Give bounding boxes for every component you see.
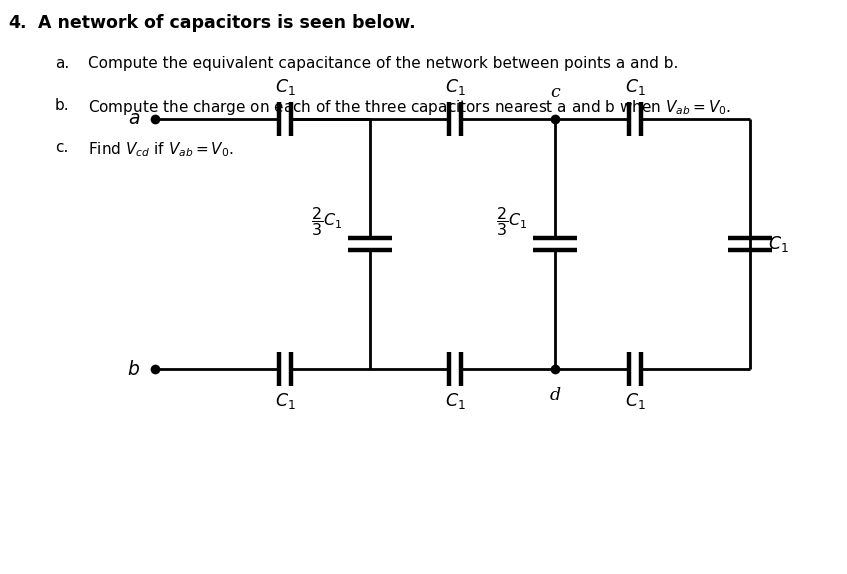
Text: c: c xyxy=(550,84,560,101)
Text: d: d xyxy=(550,387,561,404)
Text: a.: a. xyxy=(55,56,69,71)
Text: Find $V_{cd}$ if $V_{ab} = V_0$.: Find $V_{cd}$ if $V_{ab} = V_0$. xyxy=(88,140,234,158)
Text: $C_1$: $C_1$ xyxy=(624,77,645,97)
Text: c.: c. xyxy=(55,140,69,155)
Text: $C_1$: $C_1$ xyxy=(445,391,465,411)
Text: $C_1$: $C_1$ xyxy=(624,391,645,411)
Text: $C_1$: $C_1$ xyxy=(768,234,789,254)
Text: $C_1$: $C_1$ xyxy=(274,391,296,411)
Text: $\dfrac{2}{3}C_1$: $\dfrac{2}{3}C_1$ xyxy=(495,205,527,238)
Text: 4.: 4. xyxy=(8,14,26,32)
Text: $a$: $a$ xyxy=(128,110,140,128)
Text: A network of capacitors is seen below.: A network of capacitors is seen below. xyxy=(38,14,416,32)
Text: Compute the charge on each of the three capacitors nearest a and b when $V_{ab} : Compute the charge on each of the three … xyxy=(88,98,731,117)
Text: $\dfrac{2}{3}C_1$: $\dfrac{2}{3}C_1$ xyxy=(311,205,342,238)
Text: $C_1$: $C_1$ xyxy=(274,77,296,97)
Text: $C_1$: $C_1$ xyxy=(445,77,465,97)
Text: b.: b. xyxy=(55,98,69,113)
Text: Compute the equivalent capacitance of the network between points a and b.: Compute the equivalent capacitance of th… xyxy=(88,56,678,71)
Text: $b$: $b$ xyxy=(127,359,140,378)
